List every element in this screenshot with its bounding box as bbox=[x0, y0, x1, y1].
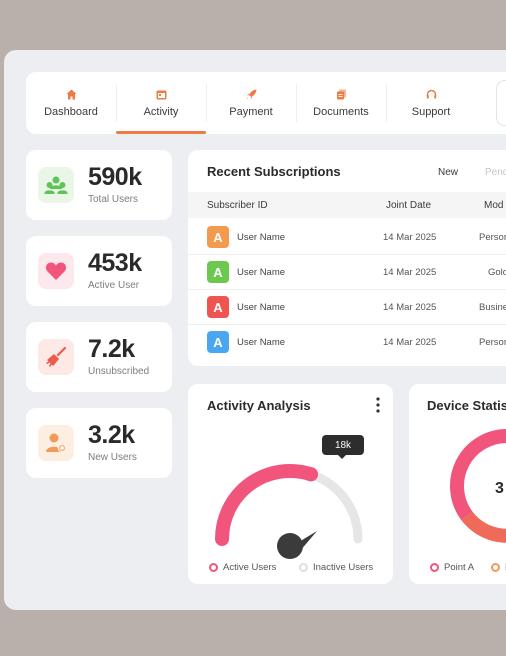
legend-dot bbox=[491, 563, 500, 572]
documents-icon bbox=[335, 88, 347, 100]
legend-inactive-users: Inactive Users bbox=[299, 562, 373, 573]
donut-segment-a bbox=[450, 429, 506, 521]
legend-active-users: Active Users bbox=[209, 562, 276, 573]
activity-gauge bbox=[215, 463, 363, 559]
stat-value: 7.2k bbox=[88, 335, 135, 363]
broom-icon bbox=[38, 339, 74, 375]
stat-value: 3.2k bbox=[88, 421, 135, 449]
row-name: User Name bbox=[237, 337, 286, 348]
stat-card-unsubscribed[interactable]: 7.2k Unsubscribed bbox=[26, 322, 172, 392]
tab-payment[interactable]: Payment bbox=[206, 72, 296, 134]
notification-button[interactable] bbox=[496, 80, 506, 126]
tab-label: Documents bbox=[313, 106, 369, 118]
gauge-knob bbox=[304, 467, 318, 482]
gauge-tooltip: 18k bbox=[322, 435, 364, 459]
legend-label: Active Users bbox=[223, 562, 277, 573]
row-date: 14 Mar 2025 bbox=[383, 337, 437, 348]
device-statistics-card: Device Statis 3 Point A P bbox=[409, 384, 506, 584]
row-mode: Persor bbox=[479, 232, 506, 243]
stat-label: Unsubscribed bbox=[88, 366, 150, 377]
calendar-icon bbox=[155, 88, 167, 100]
legend-dot bbox=[209, 563, 218, 572]
tab-label: Activity bbox=[143, 106, 179, 118]
table-row[interactable]: A User Name 14 Mar 2025 Persor bbox=[188, 325, 506, 360]
stat-card-total-users[interactable]: 590k Total Users bbox=[26, 150, 172, 220]
donut-center-value: 3 bbox=[495, 480, 504, 497]
legend-dot bbox=[430, 563, 439, 572]
table-row[interactable]: A User Name 14 Mar 2025 Gold bbox=[188, 255, 506, 290]
tab-documents[interactable]: Documents bbox=[296, 72, 386, 134]
legend-label: Point A bbox=[444, 562, 475, 573]
activity-analysis-card: Activity Analysis 18k Active Users Inact… bbox=[188, 384, 393, 584]
stat-card-active-user[interactable]: 453k Active User bbox=[26, 236, 172, 306]
rocket-icon bbox=[245, 88, 257, 100]
card-title: Device Statis bbox=[427, 398, 506, 413]
legend-dot bbox=[299, 563, 308, 572]
row-mode: Persor bbox=[479, 337, 506, 348]
tab-support[interactable]: Support bbox=[386, 72, 476, 134]
dashboard-panel: Dashboard Activity Payment Documents Sup… bbox=[4, 50, 506, 610]
tab-label: Support bbox=[411, 106, 451, 118]
row-date: 14 Mar 2025 bbox=[383, 267, 437, 278]
device-donut bbox=[450, 429, 506, 543]
card-title: Activity Analysis bbox=[207, 398, 311, 413]
card-title: Recent Subscriptions bbox=[207, 164, 341, 179]
recent-subscriptions-card: Recent Subscriptions New Pend Subscriber… bbox=[188, 150, 506, 366]
stat-value: 590k bbox=[88, 163, 142, 191]
row-mode: Gold bbox=[488, 267, 506, 278]
col-mode: Mod bbox=[484, 200, 504, 211]
stat-label: New Users bbox=[88, 452, 137, 463]
filter-new[interactable]: New bbox=[438, 167, 459, 178]
row-mode: Busine bbox=[479, 302, 506, 313]
col-subscriber-id: Subscriber ID bbox=[207, 200, 268, 211]
row-name: User Name bbox=[237, 232, 286, 243]
table-header: Subscriber ID Joint Date Mod bbox=[188, 192, 506, 218]
heart-icon bbox=[38, 253, 74, 289]
tab-label: Payment bbox=[229, 106, 273, 118]
gauge-hub bbox=[277, 533, 303, 559]
row-name: User Name bbox=[237, 267, 286, 278]
gauge-active-arc bbox=[215, 463, 318, 546]
more-options-icon[interactable] bbox=[374, 396, 382, 414]
avatar: A bbox=[207, 331, 229, 353]
stat-value: 453k bbox=[88, 249, 142, 277]
headset-icon bbox=[425, 88, 437, 100]
tab-dashboard[interactable]: Dashboard bbox=[26, 72, 116, 134]
top-nav: Dashboard Activity Payment Documents Sup… bbox=[26, 72, 506, 134]
donut-segment-b bbox=[461, 511, 506, 543]
tab-label: Dashboard bbox=[44, 106, 98, 118]
avatar: A bbox=[207, 261, 229, 283]
table-row[interactable]: A User Name 14 Mar 2025 Busine bbox=[188, 290, 506, 325]
row-date: 14 Mar 2025 bbox=[383, 302, 437, 313]
tab-activity[interactable]: Activity bbox=[116, 72, 206, 134]
avatar: A bbox=[207, 296, 229, 318]
avatar: A bbox=[207, 226, 229, 248]
row-date: 14 Mar 2025 bbox=[383, 232, 437, 243]
stat-label: Active User bbox=[88, 280, 140, 291]
users-group-icon bbox=[38, 167, 74, 203]
legend-point-b: P bbox=[491, 562, 506, 573]
row-name: User Name bbox=[237, 302, 286, 313]
table-row[interactable]: A User Name 14 Mar 2025 Persor bbox=[188, 220, 506, 255]
col-joint-date: Joint Date bbox=[386, 200, 432, 211]
home-icon bbox=[65, 88, 77, 100]
filter-pending[interactable]: Pend bbox=[485, 167, 506, 178]
stat-card-new-users[interactable]: 3.2k New Users bbox=[26, 408, 172, 478]
add-user-icon bbox=[38, 425, 74, 461]
legend-label: Inactive Users bbox=[313, 562, 374, 573]
stat-label: Total Users bbox=[88, 194, 139, 205]
legend-point-a: Point A bbox=[430, 562, 474, 573]
